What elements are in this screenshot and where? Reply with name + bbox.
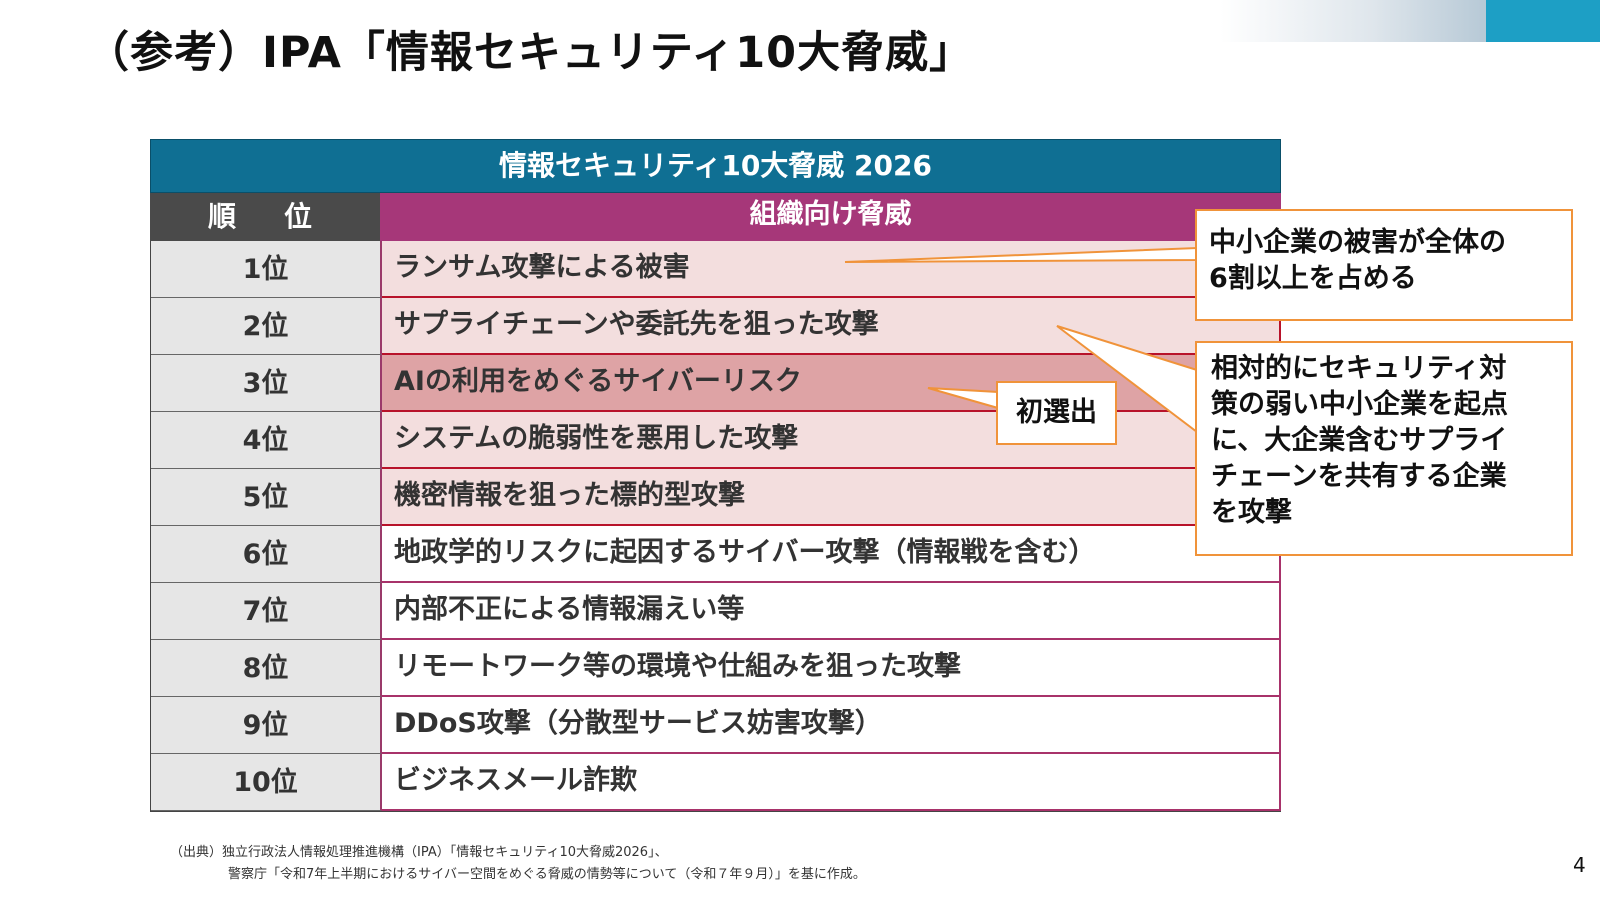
- table-row: 10位 ビジネスメール詐欺: [151, 754, 1281, 811]
- table-row: 5位 機密情報を狙った標的型攻撃: [151, 469, 1281, 526]
- rank-cell: 6位: [151, 526, 382, 583]
- callout-line: 相対的にセキュリティ対: [1211, 353, 1507, 384]
- table-row: 4位 システムの脆弱性を悪用した攻撃: [151, 412, 1281, 469]
- rank-cell: 1位: [151, 241, 382, 298]
- corner-accent-bar: [1220, 0, 1600, 42]
- table-row: 9位 DDoS攻撃（分散型サービス妨害攻撃）: [151, 697, 1281, 754]
- rank-cell: 5位: [151, 469, 382, 526]
- rank-cell: 7位: [151, 583, 382, 640]
- threat-cell: サプライチェーンや委託先を狙った攻撃: [382, 298, 1281, 355]
- callout-line: 策の弱い中小企業を起点: [1211, 389, 1508, 420]
- rank-cell: 2位: [151, 298, 382, 355]
- threat-table: 情報セキュリティ10大脅威 2026 順 位 組織向け脅威 1位 ランサム攻撃に…: [150, 139, 1281, 812]
- ransom-damage-callout: 中小企業の被害が全体の 6割以上を占める: [1195, 209, 1573, 321]
- page-number: 4: [1573, 853, 1586, 877]
- table-row: 1位 ランサム攻撃による被害: [151, 241, 1281, 298]
- table-column-headers: 順 位 組織向け脅威: [150, 193, 1281, 241]
- callout-line: 6割以上を占める: [1209, 263, 1417, 294]
- table-row: 8位 リモートワーク等の環境や仕組みを狙った攻撃: [151, 640, 1281, 697]
- rank-cell: 3位: [151, 355, 382, 412]
- first-selection-callout: 初選出: [996, 381, 1117, 445]
- supply-chain-callout: 相対的にセキュリティ対 策の弱い中小企業を起点 に、大企業含むサプライ チェーン…: [1195, 341, 1573, 556]
- table-row: 7位 内部不正による情報漏えい等: [151, 583, 1281, 640]
- callout-line: に、大企業含むサプライ: [1211, 425, 1508, 456]
- rank-column-header: 順 位: [150, 193, 380, 241]
- threat-column-header: 組織向け脅威: [380, 193, 1281, 241]
- threat-cell: 機密情報を狙った標的型攻撃: [382, 469, 1281, 526]
- source-citation: （出典）独立行政法人情報処理推進機構（IPA）「情報セキュリティ10大脅威202…: [170, 842, 866, 886]
- threat-cell: 内部不正による情報漏えい等: [382, 583, 1281, 640]
- threat-cell: AIの利用をめぐるサイバーリスク: [382, 355, 1281, 412]
- callout-line: を攻撃: [1211, 497, 1292, 528]
- source-line-2: 警察庁「令和7年上半期におけるサイバー空間をめぐる脅威の情勢等について（令和７年…: [228, 867, 866, 882]
- page-title: （参考）IPA「情報セキュリティ10大脅威」: [86, 28, 974, 78]
- callout-line: 中小企業の被害が全体の: [1209, 227, 1506, 258]
- table-row: 2位 サプライチェーンや委託先を狙った攻撃: [151, 298, 1281, 355]
- rank-cell: 10位: [151, 754, 382, 811]
- callout-line: チェーンを共有する企業: [1211, 461, 1507, 492]
- rank-cell: 4位: [151, 412, 382, 469]
- threat-cell: システムの脆弱性を悪用した攻撃: [382, 412, 1281, 469]
- threat-cell: DDoS攻撃（分散型サービス妨害攻撃）: [382, 697, 1281, 754]
- source-line-1: （出典）独立行政法人情報処理推進機構（IPA）「情報セキュリティ10大脅威202…: [170, 845, 668, 860]
- threat-cell: ビジネスメール詐欺: [382, 754, 1281, 811]
- threat-cell: リモートワーク等の環境や仕組みを狙った攻撃: [382, 640, 1281, 697]
- rank-cell: 9位: [151, 697, 382, 754]
- rank-cell: 8位: [151, 640, 382, 697]
- threat-cell: 地政学的リスクに起因するサイバー攻撃（情報戦を含む）: [382, 526, 1281, 583]
- table-row: 6位 地政学的リスクに起因するサイバー攻撃（情報戦を含む）: [151, 526, 1281, 583]
- table-body: 1位 ランサム攻撃による被害 2位 サプライチェーンや委託先を狙った攻撃 3位 …: [150, 241, 1281, 812]
- table-title: 情報セキュリティ10大脅威 2026: [150, 139, 1281, 193]
- threat-cell: ランサム攻撃による被害: [382, 241, 1281, 298]
